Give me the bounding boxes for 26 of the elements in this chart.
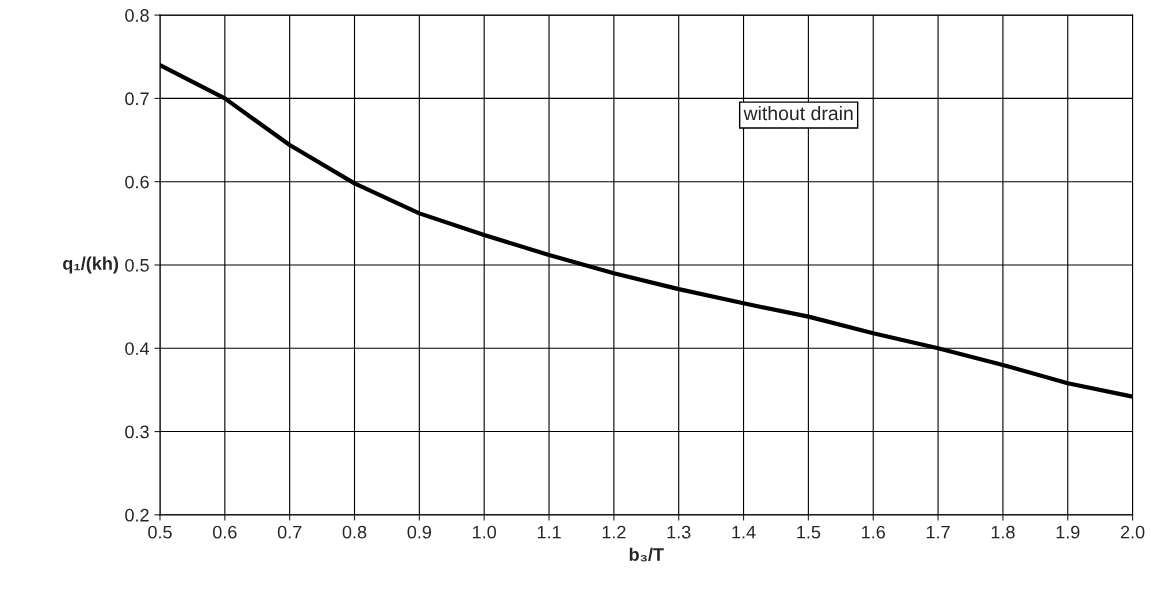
x-tick-label: 1.9 [1056,525,1080,539]
annotation: without drain [743,105,853,121]
x-tick-label: 1.1 [537,525,561,539]
x-tick-label: 0.7 [277,525,302,539]
y-tick-label: 0.2 [125,508,149,522]
y-tick-label: 0.8 [125,9,149,22]
x-tick-label: 0.9 [407,525,432,539]
y-tick-label: 0.7 [125,92,149,106]
x-tick-label: 2.0 [1120,525,1145,539]
x-tick-label: 0.8 [342,525,367,539]
x-tick-label: 1.0 [473,525,497,539]
x-tick-label: 1.8 [991,525,1015,539]
x-tick-label: 0.5 [148,525,172,539]
x-tick-label: 1.5 [797,525,821,539]
x-tick-label: 0.6 [212,525,237,539]
y-tick-label: 0.5 [125,258,149,272]
x-axis-title: b₃/T [629,547,664,562]
y-axis-title: q₁/(kh) [63,256,119,274]
x-tick-label: 1.2 [602,525,626,539]
y-tick-label: 0.6 [125,175,149,189]
x-tick-label: 1.6 [862,525,885,539]
x-tick-label: 1.3 [667,525,691,539]
y-tick-label: 0.4 [125,342,150,355]
x-tick-label: 1.7 [926,525,950,539]
x-tick-label: 1.4 [732,525,756,539]
y-tick-label: 0.3 [125,425,149,439]
